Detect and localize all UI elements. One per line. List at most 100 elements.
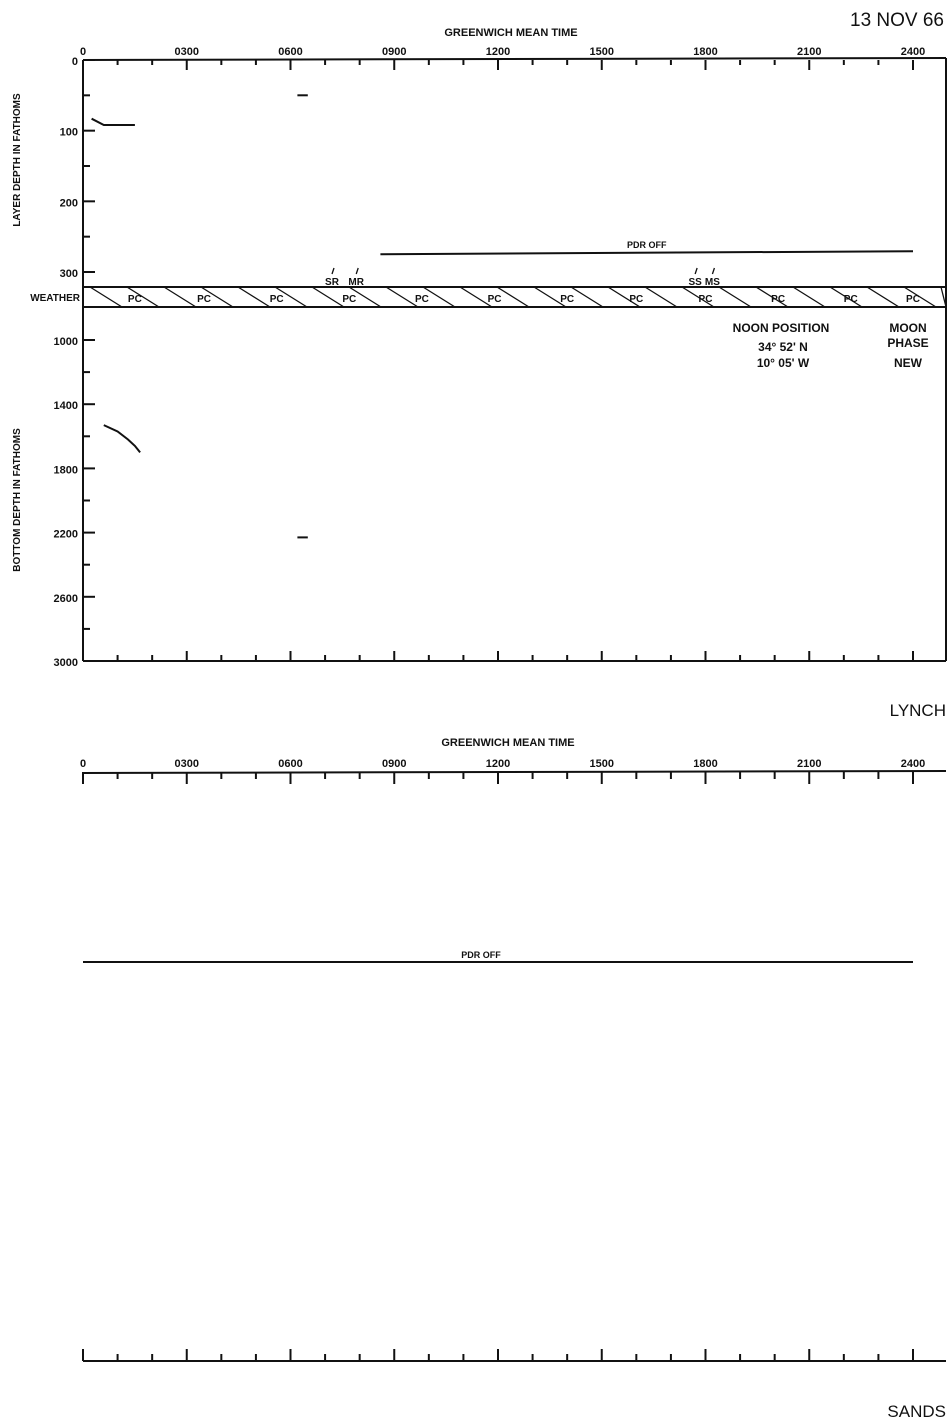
x-tick-label: 0900 — [382, 46, 406, 58]
bottom-depth-trace — [103, 424, 141, 454]
hatch-stroke — [607, 286, 641, 308]
hatch-stroke — [496, 286, 530, 308]
x-tick-label: 2100 — [797, 46, 821, 58]
weather-code: PC — [629, 294, 643, 305]
y-tick-label: 1000 — [54, 336, 78, 348]
hatch-stroke — [311, 286, 345, 308]
x-tick-label: 1800 — [693, 758, 717, 770]
x-tick-label: 1200 — [486, 46, 510, 58]
top-axis-line — [82, 57, 947, 61]
y-tick-label: 1800 — [54, 464, 78, 476]
weather-hatching — [89, 286, 947, 308]
hatch-stroke — [718, 286, 752, 308]
event-marker — [331, 267, 335, 275]
x-tick-label: 0 — [80, 758, 86, 770]
top-chart-title: GREENWICH MEAN TIME — [444, 27, 577, 39]
hatch-stroke — [274, 286, 308, 308]
x-tick-label: 0900 — [382, 758, 406, 770]
weather-code: PC — [197, 294, 211, 305]
y-tick-label: 200 — [60, 197, 78, 209]
lower-x-axis: 0 0300 0600 0900 1200 1500 1800 2100 2400 — [80, 758, 925, 784]
weather-code: PC — [342, 294, 356, 305]
layer-depth-trace — [91, 117, 135, 126]
ship-name-bottom: SANDS — [887, 1402, 946, 1421]
hatch-stroke — [866, 286, 900, 308]
noon-position-label: NOON POSITION — [733, 321, 830, 335]
weather-code: PC — [844, 294, 858, 305]
x-tick-label: 0300 — [175, 46, 199, 58]
x-tick-label: 0300 — [175, 758, 199, 770]
hatch-stroke — [829, 286, 863, 308]
y-tick-label: 3000 — [54, 657, 78, 669]
layer-panel — [82, 57, 947, 662]
pdr-off-annotation-lower: PDR OFF — [83, 950, 913, 963]
hatch-stroke — [459, 286, 493, 308]
lower-time-axis — [82, 770, 947, 774]
noon-position-block: NOON POSITION 34° 52' N 10° 05' W — [733, 321, 830, 370]
weather-code: PC — [699, 294, 713, 305]
event-label: MR — [348, 277, 364, 288]
x-tick-label: 1800 — [693, 46, 717, 58]
y-tick-label: 2600 — [54, 593, 78, 605]
weather-code: PC — [128, 294, 142, 305]
layer-y-axis: 0 100 200 300 — [60, 56, 95, 280]
x-tick-label: 0 — [80, 46, 86, 58]
y-tick-label: 1400 — [54, 400, 78, 412]
hatch-stroke — [681, 286, 715, 308]
ship-name-top: LYNCH — [890, 701, 946, 720]
hatch-stroke — [163, 286, 197, 308]
layer-depth-series — [91, 94, 308, 126]
noon-latitude: 34° 52' N — [758, 340, 808, 354]
hatch-stroke — [755, 286, 789, 308]
x-tick-label: 2400 — [901, 758, 925, 770]
x-tick-label: 1500 — [590, 758, 614, 770]
event-marker — [355, 267, 359, 275]
bottom-y-axis: 1000 1400 1800 2200 2600 3000 — [54, 336, 95, 669]
weather-code: PC — [415, 294, 429, 305]
hatch-stroke — [348, 286, 382, 308]
x-tick-label: 2400 — [901, 46, 925, 58]
moon-phase-value: NEW — [894, 356, 923, 370]
hatch-stroke — [200, 286, 234, 308]
noon-longitude: 10° 05' W — [757, 356, 810, 370]
hatch-stroke — [422, 286, 456, 308]
weather-label: WEATHER — [30, 293, 81, 304]
hatch-stroke — [903, 286, 937, 308]
pdr-off-label-lower: PDR OFF — [461, 950, 501, 960]
event-marker — [711, 267, 716, 275]
x-tick-label: 1500 — [590, 46, 614, 58]
moon-phase-line1: MOON — [889, 321, 926, 335]
x-tick-label: 2100 — [797, 758, 821, 770]
weather-code: PC — [906, 294, 920, 305]
moon-phase-block: MOON PHASE NEW — [887, 321, 928, 370]
hatch-stroke — [792, 286, 826, 308]
hatch-stroke — [940, 286, 947, 308]
weather-band: WEATHER PC PC PC PC PC PC PC PC PC PC PC PC SR MR SS M… — [30, 267, 947, 308]
hatch-stroke — [533, 286, 567, 308]
y-tick-label: 100 — [60, 127, 78, 139]
x-tick-label: 1200 — [486, 758, 510, 770]
bottom-depth-axis-label: BOTTOM DEPTH IN FATHOMS — [12, 428, 23, 572]
layer-depth-axis-label: LAYER DEPTH IN FATHOMS — [12, 93, 23, 227]
celestial-events: SR MR SS MS — [325, 267, 720, 288]
lower-baseline-ticks — [82, 1349, 914, 1361]
weather-code: PC — [771, 294, 785, 305]
event-label: SR — [325, 277, 340, 288]
weather-code: PC — [560, 294, 574, 305]
hatch-stroke — [237, 286, 271, 308]
weather-code: PC — [270, 294, 284, 305]
hatch-stroke — [126, 286, 160, 308]
weather-codes: PC PC PC PC PC PC PC PC PC PC PC PC — [128, 294, 920, 305]
pdr-off-line-top — [380, 250, 914, 256]
date-label: 13 NOV 66 — [850, 10, 944, 31]
pdr-off-annotation-top: PDR OFF — [380, 240, 914, 256]
y-tick-label: 0 — [72, 56, 78, 68]
event-marker — [694, 267, 698, 275]
y-tick-label: 300 — [60, 268, 78, 280]
top-panel-bottom-ticks — [82, 651, 914, 661]
top-x-axis: 0 0300 0600 0900 1200 1500 1800 2100 2400 — [80, 46, 925, 70]
pdr-off-label-top: PDR OFF — [627, 240, 667, 250]
hatch-stroke — [644, 286, 678, 308]
hatch-stroke — [89, 286, 123, 308]
